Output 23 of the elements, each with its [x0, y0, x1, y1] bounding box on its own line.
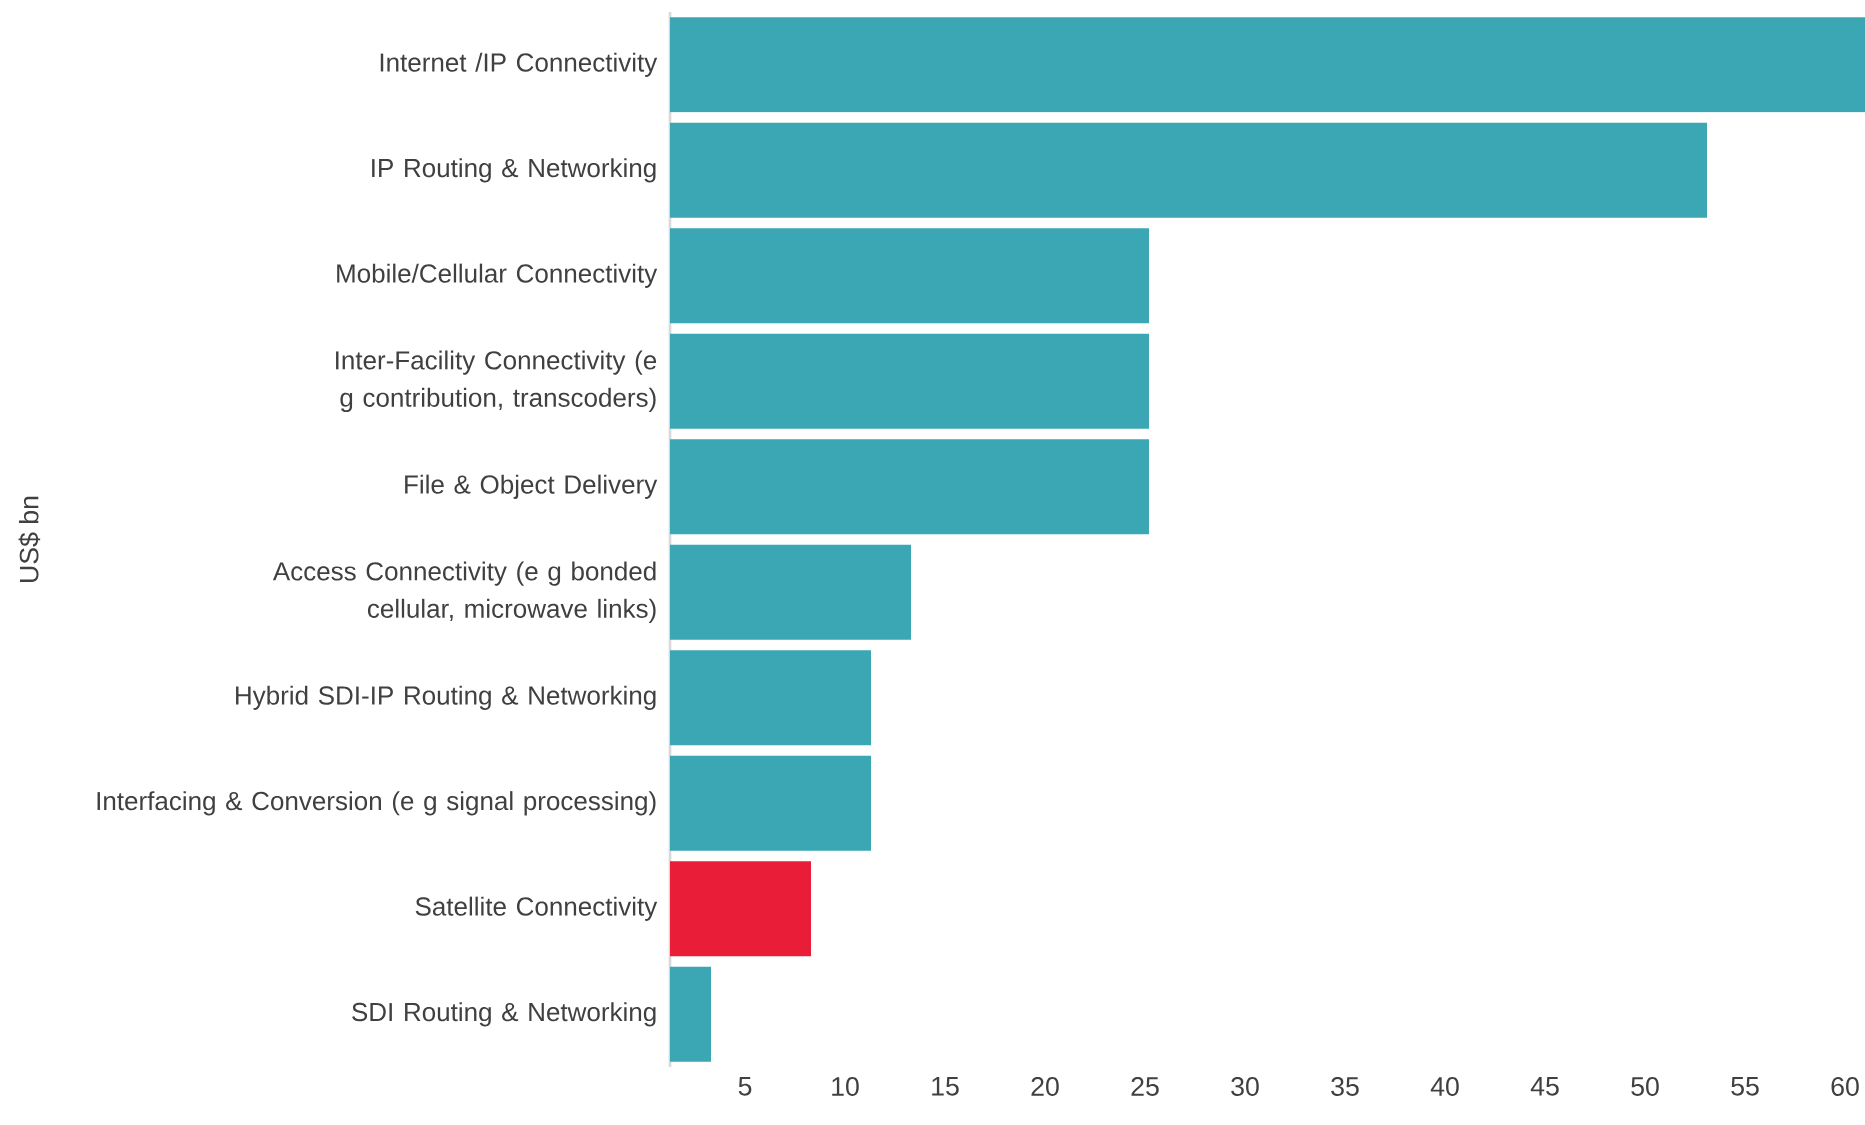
y-tick-label: SDI Routing & Networking: [352, 1002, 656, 1027]
y-axis-title: US$ bn: [18, 496, 41, 582]
x-tick-label: 30: [1231, 1077, 1259, 1096]
y-tick-label: File & Object Delivery: [405, 474, 658, 499]
y-tick-label: Interfacing & Conversion (e g signal processing): [97, 791, 656, 816]
x-tick-label: 15: [932, 1077, 959, 1096]
x-tick-label: 10: [832, 1077, 859, 1096]
y-tick-label: Mobile/Cellular Connectivity: [337, 263, 658, 288]
x-tick-label: 25: [1131, 1077, 1159, 1096]
x-tick-label: 5: [738, 1077, 752, 1096]
y-tick-label: Hybrid SDI-IP Routing & Networking: [236, 685, 656, 710]
x-tick-label: 45: [1530, 1077, 1559, 1096]
y-tick-label: Access Connectivity (e g bonded cellular, microwave links): [272, 561, 656, 624]
y-tick-label: Inter-Facility Connectivity (e g contribution, transcoders): [336, 350, 657, 413]
y-tick-label: Satellite Connectivity: [415, 896, 658, 921]
x-tick-label: 40: [1430, 1077, 1459, 1096]
x-tick-label: 20: [1031, 1077, 1059, 1096]
y-tick-label: Internet /IP Connectivity: [380, 52, 658, 77]
x-tick-label: 55: [1731, 1077, 1759, 1096]
x-tick-label: 35: [1331, 1077, 1359, 1096]
x-tick-label: 50: [1631, 1077, 1659, 1096]
x-tick-label: 60: [1831, 1077, 1859, 1096]
y-tick-label: IP Routing & Networking: [372, 158, 656, 183]
